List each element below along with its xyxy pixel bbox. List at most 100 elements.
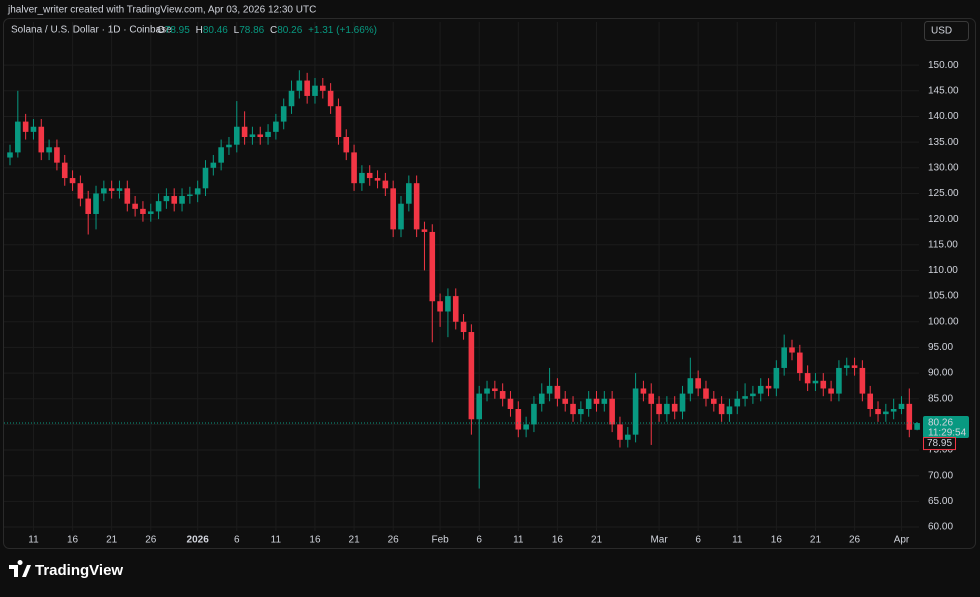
candle-body — [898, 403, 905, 409]
candle-body — [773, 367, 780, 389]
candle-body — [617, 424, 623, 440]
grid — [4, 22, 919, 531]
candle-body — [257, 134, 264, 137]
candle-body — [140, 208, 146, 214]
candle-body — [859, 367, 866, 394]
candle-body — [593, 398, 600, 404]
x-tick-label: 26 — [388, 535, 400, 546]
y-tick-label: 115.00 — [928, 239, 958, 250]
legend-value: 80.26 — [277, 25, 302, 36]
candle-body — [77, 183, 84, 199]
candle-body — [797, 352, 803, 374]
legend-label: H — [196, 25, 203, 36]
candle-body — [398, 203, 404, 230]
candle-body — [656, 403, 662, 415]
candle-body — [789, 347, 795, 353]
candle-body — [30, 126, 37, 132]
x-tick-label: 21 — [106, 535, 118, 546]
legend-label: C — [270, 25, 277, 36]
candle-body — [187, 194, 193, 197]
x-tick-label: 21 — [349, 535, 361, 546]
candle-body — [132, 203, 138, 209]
open-price-box — [923, 437, 956, 451]
y-tick-label: 130.00 — [928, 162, 959, 173]
currency-button[interactable]: USD — [924, 21, 969, 41]
candle-body — [578, 408, 584, 415]
candle-body — [883, 411, 889, 415]
open-price: 78.95 — [927, 438, 952, 449]
y-tick-label: 120.00 — [928, 214, 959, 225]
candle-body — [515, 408, 522, 430]
candle-body — [69, 178, 76, 184]
x-tick-label: Apr — [894, 535, 910, 546]
x-tick-label: 16 — [552, 535, 564, 546]
x-tick-label: 11 — [28, 535, 39, 546]
candle-body — [538, 393, 545, 404]
candles — [4, 70, 920, 489]
legend-value: 80.46 — [203, 25, 228, 36]
candle-body — [390, 188, 396, 230]
x-tick-label: 21 — [591, 535, 603, 546]
candle-body — [562, 398, 569, 404]
candle-body — [147, 211, 154, 214]
candle-body — [523, 424, 529, 430]
candle-body — [93, 193, 99, 214]
candle-body — [85, 198, 91, 214]
candle-body — [695, 378, 701, 389]
legend: Solana / U.S. Dollar · 1D · Coinbase O78… — [11, 25, 377, 36]
candle-body — [468, 332, 475, 420]
candle-body — [671, 403, 678, 412]
candle-body — [624, 434, 631, 440]
candle-body — [828, 388, 834, 394]
candle-body — [648, 393, 655, 404]
candle-body — [781, 347, 787, 368]
candle-body — [437, 301, 443, 312]
candle-body — [163, 196, 170, 202]
candle-body — [155, 201, 162, 212]
currency-box[interactable] — [924, 21, 969, 41]
x-tick-label: Feb — [431, 535, 449, 546]
candle-body — [476, 393, 482, 420]
candle-body — [554, 385, 561, 399]
y-tick-label: 60.00 — [928, 522, 953, 533]
candle-body — [875, 408, 881, 415]
legend-label: O — [157, 25, 165, 36]
candle-body — [914, 423, 920, 430]
candle-body — [601, 398, 608, 404]
candle-body — [101, 188, 107, 194]
y-tick-label: 90.00 — [928, 368, 953, 379]
candle-body — [218, 147, 224, 163]
y-tick-label: 75.00 — [928, 445, 953, 456]
candle-body — [867, 393, 873, 409]
x-tick-label: 26 — [145, 535, 157, 546]
currency[interactable]: USD — [931, 26, 952, 37]
y-tick-label: 110.00 — [928, 265, 958, 276]
candle-body — [210, 162, 217, 168]
candle-body — [484, 388, 490, 394]
candle-body — [171, 196, 178, 204]
x-tick-label: 16 — [309, 535, 321, 546]
chart-panel — [3, 18, 976, 549]
candle-body — [54, 147, 60, 163]
logo-mark — [9, 560, 31, 577]
candle-body — [7, 152, 13, 158]
candle-body — [202, 167, 209, 189]
candle-body — [194, 188, 201, 195]
candle-body — [22, 121, 29, 132]
candle-body — [703, 388, 709, 399]
logo-text: TradingView — [35, 562, 123, 579]
candle-body — [116, 188, 123, 191]
x-tick-label: 11 — [513, 535, 524, 546]
candle-body — [108, 188, 115, 191]
x-tick-label: 26 — [849, 535, 861, 546]
candle-body — [374, 178, 381, 181]
candle-body — [296, 80, 303, 91]
candle-body — [15, 121, 21, 153]
credit: jhalver_writer created with TradingView.… — [7, 5, 316, 16]
candle-body — [445, 296, 451, 312]
x-tick-label: 11 — [271, 535, 282, 546]
candle-body — [734, 398, 741, 407]
candle-body — [460, 321, 467, 333]
candle-body — [742, 396, 748, 399]
